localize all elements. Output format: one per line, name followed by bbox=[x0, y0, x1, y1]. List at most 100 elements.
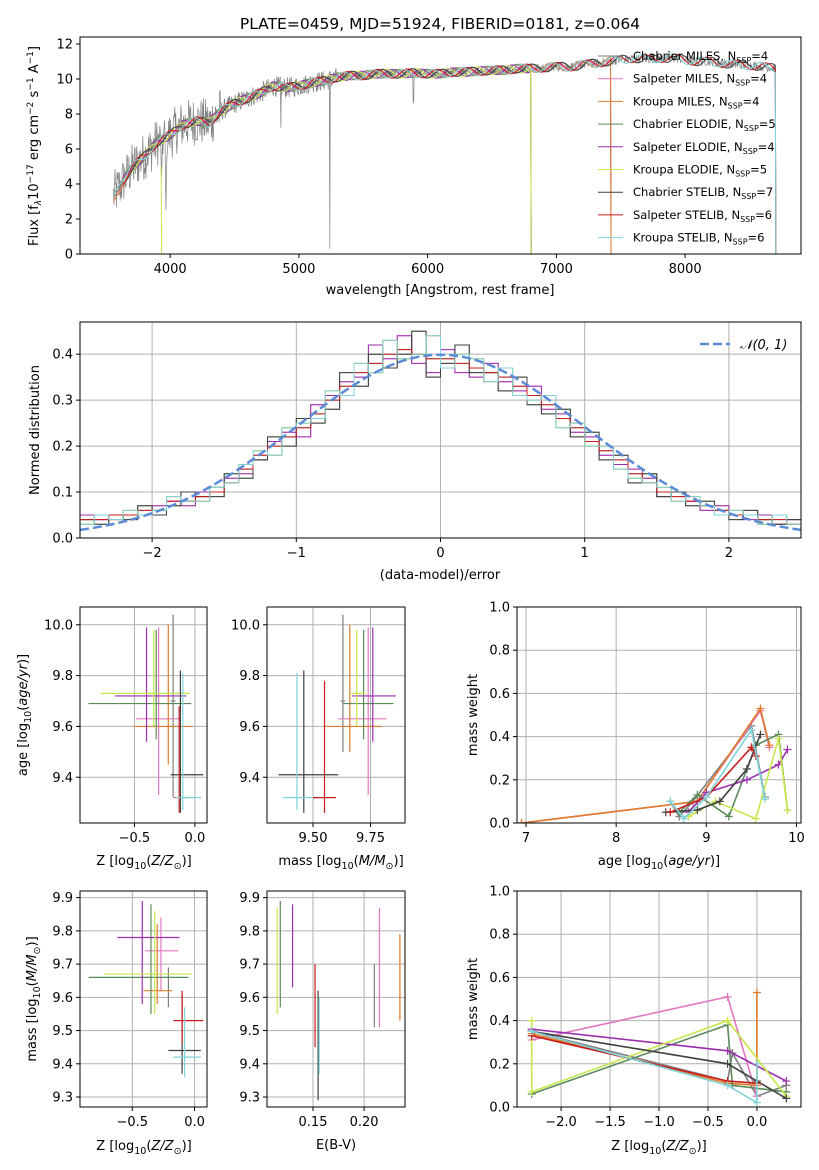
y-tick-label: 9.8 bbox=[239, 669, 260, 684]
plot-area bbox=[113, 53, 777, 254]
errorbar-point bbox=[174, 706, 189, 813]
y-tick-label: 0.6 bbox=[489, 971, 510, 986]
y-tick-label: 9.4 bbox=[239, 771, 260, 786]
x-axis-label: (data-model)/error bbox=[380, 568, 501, 583]
model-spectrum-chabrier-stelib bbox=[113, 54, 777, 254]
weight-marker bbox=[666, 808, 675, 817]
x-tick-label: −0.5 bbox=[117, 1115, 149, 1130]
weight-marker bbox=[724, 812, 733, 821]
weight-marker bbox=[742, 775, 751, 784]
legend-entry: Kroupa MILES, NSSP=4 bbox=[633, 94, 759, 110]
errorbar-point bbox=[103, 910, 193, 1014]
legend: Chabrier MILES, NSSP=4 Salpeter MILES, NS… bbox=[598, 49, 776, 247]
y-tick-label: 10 bbox=[56, 73, 73, 88]
model-spectrum-kroupa-elodie bbox=[113, 65, 532, 254]
weight-marker bbox=[774, 734, 783, 743]
y-tick-label: 0.4 bbox=[489, 1014, 510, 1029]
y-tick-label: 9.8 bbox=[52, 669, 73, 684]
weight-marker bbox=[783, 806, 792, 815]
y-tick-label: 10.0 bbox=[231, 618, 260, 633]
errorbar-point bbox=[134, 624, 193, 765]
legend-entry: Salpeter STELIB, NSSP=6 bbox=[633, 208, 772, 224]
y-tick-label: 9.4 bbox=[52, 771, 73, 786]
x-axis-label: age [log10(age/yr)] bbox=[598, 854, 720, 872]
x-tick-label: 9.50 bbox=[299, 831, 328, 846]
y-axis-label: mass weight bbox=[466, 958, 481, 1040]
axes-frame bbox=[79, 321, 802, 539]
errorbar-point bbox=[115, 627, 187, 742]
weight-marker bbox=[742, 765, 751, 773]
errorbar-point bbox=[173, 1007, 201, 1078]
y-tick-label: 6 bbox=[65, 143, 73, 158]
panel-weight-vs-Z: −2.0 −1.5 −1.0 −0.5 0.0 0.0 0.2 0.4 0.6 0.8 1.0 Z [… bbox=[466, 885, 802, 1157]
axes-frame bbox=[266, 606, 406, 824]
y-axis-label: mass [log10(M/M⊙)] bbox=[25, 936, 43, 1061]
weight-line-chabrier-elodie bbox=[531, 1023, 787, 1095]
errorbar-point bbox=[173, 990, 204, 1044]
y-axis-label: Normed distribution bbox=[28, 365, 43, 495]
errorbar-point bbox=[175, 673, 201, 811]
x-tick-label: 7 bbox=[522, 831, 530, 846]
x-tick-label: 8000 bbox=[669, 262, 702, 277]
y-tick-label: 0.4 bbox=[489, 730, 510, 745]
weight-marker bbox=[782, 1094, 791, 1103]
weight-marker bbox=[702, 793, 711, 802]
y-tick-label: 0.6 bbox=[489, 687, 510, 702]
axes-frame bbox=[516, 606, 802, 824]
x-tick-label: −1.5 bbox=[594, 1115, 626, 1130]
weight-marker bbox=[783, 745, 792, 754]
y-tick-label: 9.6 bbox=[52, 720, 73, 735]
y-tick-label: 0.0 bbox=[489, 1101, 510, 1116]
axes-frame bbox=[266, 890, 406, 1108]
panel-residuals: −2 −1 0 1 2 0.0 0.1 0.2 0.3 0.4 𝒩(0, 1) (data-model… bbox=[28, 321, 802, 583]
y-tick-label: 9.4 bbox=[52, 1057, 73, 1072]
legend-entry: Salpeter MILES, NSSP=4 bbox=[633, 72, 767, 88]
panel-age-vs-mass: 9.50 9.75 9.4 9.6 9.8 10.0 mass [log10(M/M⊙)] bbox=[231, 606, 406, 872]
y-tick-label: 9.3 bbox=[239, 1091, 260, 1106]
x-tick-label: 1 bbox=[581, 546, 589, 561]
weight-marker bbox=[723, 1016, 732, 1025]
y-tick-label: 0.1 bbox=[52, 486, 73, 501]
x-tick-label: 0.0 bbox=[185, 831, 206, 846]
errorbar-point bbox=[352, 627, 396, 742]
plot-area bbox=[80, 330, 801, 538]
legend-entry: Kroupa STELIB, NSSP=6 bbox=[633, 231, 764, 247]
y-tick-label: 9.4 bbox=[239, 1057, 260, 1072]
x-tick-label: 7000 bbox=[540, 262, 573, 277]
normal-curve bbox=[80, 353, 801, 532]
panel-spectrum: 4000 5000 6000 7000 8000 0 2 4 6 8 10 12 Chabrier MI… bbox=[26, 36, 802, 298]
y-tick-label: 9.5 bbox=[52, 1024, 73, 1039]
legend-entry: 𝒩(0, 1) bbox=[740, 338, 787, 353]
histogram-kroupa-stelib bbox=[80, 335, 801, 538]
x-tick-label: 9 bbox=[702, 831, 710, 846]
weight-marker bbox=[756, 704, 765, 713]
weight-marker bbox=[723, 1059, 732, 1068]
weight-marker bbox=[782, 1077, 791, 1086]
weight-line-kroupa-miles bbox=[521, 706, 771, 823]
y-axis-label: mass weight bbox=[466, 674, 481, 756]
errorbar-point bbox=[342, 629, 394, 740]
errorbar-point bbox=[135, 627, 181, 796]
x-axis-label: mass [log10(M/M⊙)] bbox=[278, 854, 403, 872]
y-tick-label: 9.3 bbox=[52, 1091, 73, 1106]
weight-marker bbox=[723, 1046, 732, 1055]
x-tick-label: −2 bbox=[143, 546, 162, 561]
model-spectrum-kroupa-stelib bbox=[113, 53, 777, 254]
y-tick-label: 8 bbox=[65, 108, 73, 123]
errorbar-point bbox=[88, 904, 189, 1014]
x-axis-label: wavelength [Angstrom, rest frame] bbox=[326, 283, 555, 298]
errorbar-point bbox=[338, 627, 387, 796]
y-tick-label: 0.0 bbox=[489, 817, 510, 832]
x-tick-label: 0 bbox=[436, 546, 444, 561]
model-spectrum-salpeter-elodie bbox=[113, 64, 532, 254]
errorbar-point bbox=[283, 673, 313, 811]
y-tick-label: 10.0 bbox=[44, 618, 73, 633]
weight-marker bbox=[752, 1059, 761, 1068]
plot-area bbox=[278, 614, 396, 813]
legend-entry: Chabrier ELODIE, NSSP=5 bbox=[633, 117, 776, 133]
x-tick-label: 4000 bbox=[154, 262, 187, 277]
x-tick-label: −1 bbox=[287, 546, 306, 561]
y-tick-label: 1.0 bbox=[489, 885, 510, 900]
legend-entry: Chabrier MILES, NSSP=4 bbox=[633, 49, 768, 65]
y-tick-label: 0 bbox=[65, 248, 73, 263]
